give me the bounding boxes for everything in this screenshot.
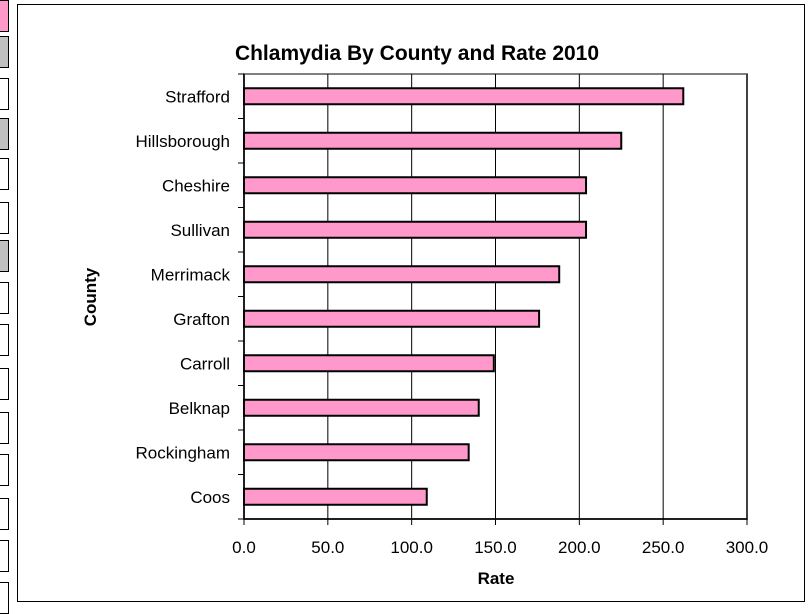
- strip-cell: [0, 36, 9, 68]
- category-label: Merrimack: [151, 265, 231, 284]
- chart-title: Chlamydia By County and Rate 2010: [235, 42, 599, 65]
- bar: [243, 176, 588, 195]
- chart-frame: Chlamydia By County and Rate 2010 0.0 50.…: [17, 4, 805, 602]
- strip-cell: [0, 368, 9, 400]
- category-label: Cheshire: [162, 176, 230, 195]
- strip-cell: [0, 240, 9, 272]
- bar: [243, 131, 623, 150]
- category-label: Belknap: [169, 399, 230, 418]
- left-strip: [0, 0, 12, 614]
- strip-cell: [0, 0, 9, 32]
- x-axis-title: Rate: [478, 569, 515, 588]
- bar: [243, 87, 685, 106]
- bar: [243, 309, 541, 328]
- y-axis-title: County: [81, 267, 100, 326]
- x-tick-label: 100.0: [390, 538, 433, 557]
- bar: [243, 398, 480, 417]
- strip-cell: [0, 454, 9, 486]
- x-tick-label: 0.0: [232, 538, 256, 557]
- strip-cell: [0, 540, 9, 572]
- x-tick-label: 250.0: [642, 538, 685, 557]
- strip-cell: [0, 158, 9, 190]
- strip-cell: [0, 118, 9, 150]
- category-label: Coos: [190, 488, 230, 507]
- bar: [243, 265, 561, 284]
- bar: [243, 220, 588, 239]
- strip-cell: [0, 282, 9, 314]
- category-label: Hillsborough: [136, 132, 231, 151]
- strip-cell: [0, 498, 9, 530]
- category-label: Grafton: [173, 310, 230, 329]
- strip-cell: [0, 412, 9, 444]
- x-tick-label: 50.0: [311, 538, 344, 557]
- bar: [243, 443, 470, 462]
- bar: [243, 487, 428, 506]
- plot-area: 0.0 50.0 100.0 150.0 200.0 250.0 300.0 Straffor…: [136, 73, 769, 557]
- bar: [243, 354, 495, 373]
- category-label: Sullivan: [170, 221, 230, 240]
- category-label: Strafford: [165, 87, 230, 106]
- strip-cell: [0, 202, 9, 234]
- x-tick-label: 300.0: [726, 538, 769, 557]
- x-tick-label: 150.0: [474, 538, 517, 557]
- strip-cell: [0, 582, 9, 614]
- category-label: Rockingham: [136, 443, 231, 462]
- x-tick-label: 200.0: [558, 538, 601, 557]
- strip-cell: [0, 78, 9, 110]
- category-label: Carroll: [180, 354, 230, 373]
- strip-cell: [0, 324, 9, 356]
- chart-svg: Chlamydia By County and Rate 2010 0.0 50.…: [81, 42, 769, 588]
